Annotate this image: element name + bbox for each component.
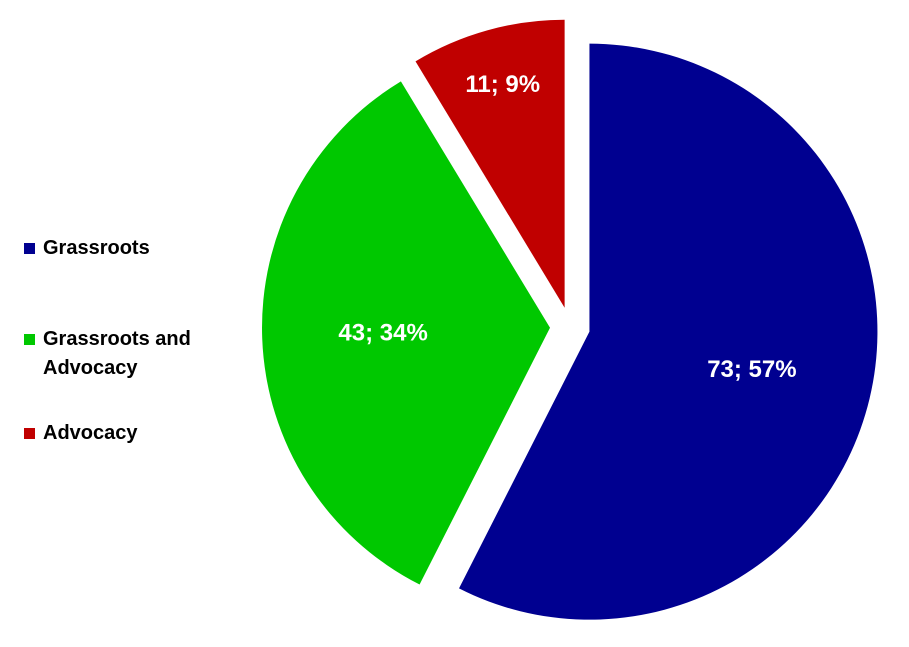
data-label: 43; 34% <box>338 319 427 346</box>
legend-label: Grassroots and Advocacy <box>43 328 191 379</box>
data-label: 73; 57% <box>707 356 796 383</box>
data-label: 11; 9% <box>465 71 540 98</box>
legend-swatch <box>24 243 35 254</box>
legend-label: Advocacy <box>43 422 138 444</box>
legend: Grassroots Grassroots and Advocacy Advocac… <box>24 234 194 448</box>
pie-slice <box>459 43 878 620</box>
legend-swatch <box>24 334 35 345</box>
legend-label: Grassroots <box>43 237 150 259</box>
pie-slice <box>262 81 551 585</box>
legend-entry: Advocacy <box>24 419 194 448</box>
pie-slice <box>415 19 565 308</box>
legend-entry: Grassroots and Advocacy <box>24 325 194 383</box>
legend-swatch <box>24 428 35 439</box>
legend-entry: Grassroots <box>24 234 194 263</box>
